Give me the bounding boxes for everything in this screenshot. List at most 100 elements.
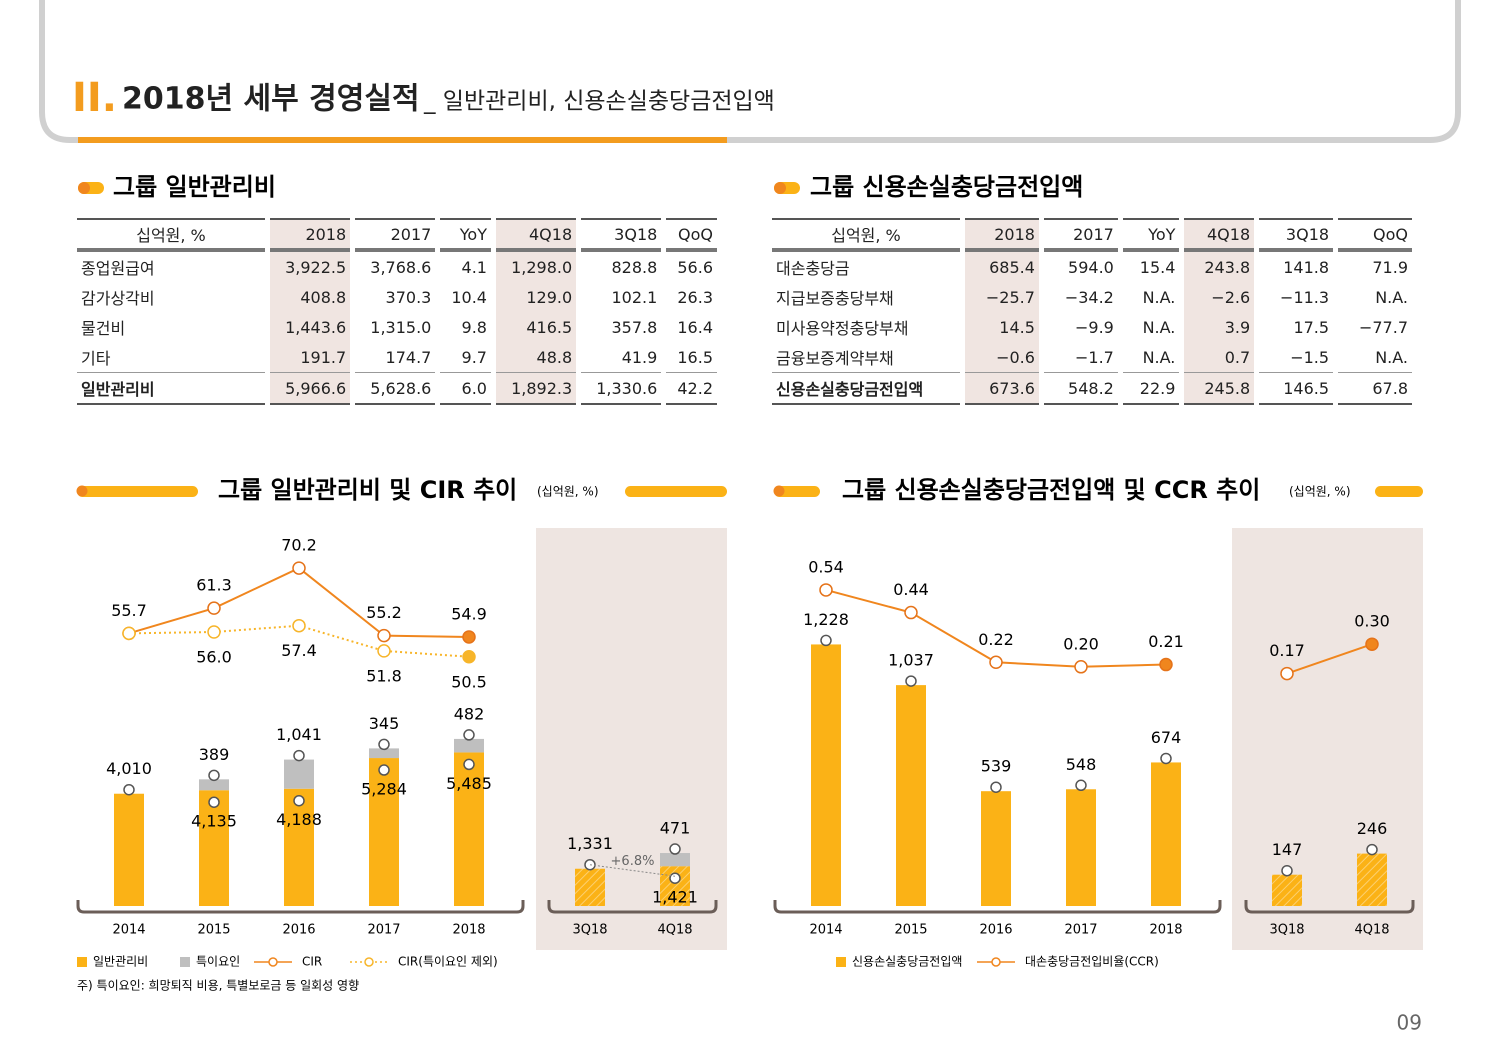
point <box>669 872 681 884</box>
cell: 548.2 <box>1043 372 1118 405</box>
x-tick-label: 2014 <box>112 923 145 938</box>
point <box>207 601 221 615</box>
data-label: 50.5 <box>451 672 487 691</box>
cell: 1,443.6 <box>270 312 351 342</box>
cell: 대손충당금 <box>776 259 850 278</box>
quarter-panel <box>536 528 727 950</box>
point <box>1366 843 1378 856</box>
bullet <box>76 485 88 497</box>
cell: 5,628.6 <box>355 372 436 405</box>
data-label: 548 <box>1066 755 1097 774</box>
chart-title: 그룹 일반관리비 및 CIR 추이 <box>218 476 517 504</box>
cell: 3,922.5 <box>270 252 351 282</box>
cell: 물건비 <box>81 319 126 338</box>
cell: N.A. <box>1375 347 1408 367</box>
x-tick-label: 3Q18 <box>572 923 607 938</box>
x-tick-label: 2016 <box>282 923 315 938</box>
chart-title: 그룹 신용손실충당금전입액 및 CCR 추이 <box>842 476 1260 504</box>
column-header: 3Q18 <box>581 218 662 252</box>
cell: 일반관리비 <box>77 372 265 405</box>
x-tick-label: 2018 <box>1149 923 1182 938</box>
cell: 416.5 <box>495 312 577 342</box>
row: 미사용약정충당부채 14.5 −9.9 N.A. 3.9 17.5 −77.7 <box>772 312 1412 342</box>
bar <box>369 758 399 906</box>
bar <box>896 685 926 906</box>
cell: 174.7 <box>385 347 432 367</box>
point <box>377 628 391 643</box>
point <box>1280 666 1294 681</box>
header-row: 십억원, % 2018 2017 YoY 4Q18 3Q18 QoQ <box>772 218 1412 252</box>
bar <box>660 853 690 867</box>
cell: 191.7 <box>270 342 351 372</box>
point <box>989 655 1003 670</box>
column-header: 4Q18 <box>495 218 577 252</box>
header-accent <box>78 137 727 143</box>
x-tick-label: 2015 <box>197 923 230 938</box>
quarter-panel <box>1232 528 1423 950</box>
cell: 56.6 <box>677 257 713 277</box>
cell: 신용손실충당금전입액 <box>772 372 960 405</box>
data-label: 0.17 <box>1269 641 1305 660</box>
data-label: 55.7 <box>111 601 147 620</box>
bar <box>575 868 605 906</box>
data-label: 56.0 <box>196 648 232 667</box>
cell: N.A. <box>1375 287 1408 307</box>
column-header: 3Q18 <box>1259 218 1334 252</box>
data-label: 5,284 <box>361 780 407 799</box>
point <box>1160 752 1172 765</box>
bar <box>369 748 399 759</box>
bar <box>1151 762 1181 906</box>
x-tick-label: 2017 <box>1064 923 1097 938</box>
cell: 594.0 <box>1068 257 1114 277</box>
cell: 기타 <box>81 349 111 368</box>
header-subtitle: _ 일반관리비, 신용손실충당금전입액 <box>423 89 775 115</box>
cell: 129.0 <box>495 282 577 312</box>
cell: 3,768.6 <box>370 257 432 277</box>
data-label: 147 <box>1272 840 1303 859</box>
section-title: 그룹 일반관리비 <box>113 173 276 201</box>
point <box>819 583 833 597</box>
data-label: 1,421 <box>652 888 698 907</box>
row: 지급보증충당부채 −25.7 −34.2 N.A. −2.6 −11.3 N.A. <box>772 282 1412 312</box>
cell: −1.7 <box>1074 347 1114 367</box>
data-label: 70.2 <box>281 536 317 555</box>
point <box>1075 779 1087 792</box>
point <box>463 729 475 741</box>
cell: 16.4 <box>677 317 713 337</box>
cell: −9.9 <box>1074 317 1114 337</box>
data-label: 1,037 <box>888 651 934 670</box>
legend-swatch <box>836 957 846 967</box>
legend-label: CIR(특이요인 제외) <box>398 955 498 969</box>
data-label: 0.54 <box>808 557 844 576</box>
cell: 71.9 <box>1372 257 1408 277</box>
column-header: YoY <box>440 218 491 252</box>
column-header: 2017 <box>1043 218 1118 252</box>
header-mark: II. <box>72 75 117 121</box>
cell: 370.3 <box>385 287 432 307</box>
point <box>122 626 136 641</box>
column-header: 2018 <box>965 218 1039 252</box>
cell: 357.8 <box>611 317 658 337</box>
data-label: 0.30 <box>1354 612 1390 631</box>
bar <box>284 788 314 906</box>
data-label: 57.4 <box>281 641 317 660</box>
cell: 41.9 <box>621 347 658 367</box>
cell: 1,298.0 <box>495 252 577 282</box>
page-number: 09 <box>1397 1011 1422 1035</box>
cell: 102.1 <box>611 287 658 307</box>
cell: 0.7 <box>1184 342 1255 372</box>
data-label: 4,010 <box>106 759 152 778</box>
cell: 42.2 <box>666 372 717 405</box>
cell: 4.1 <box>461 257 487 277</box>
header-row: 십억원, % 2018 2017 YoY 4Q18 3Q18 QoQ <box>77 218 717 252</box>
cell: −25.7 <box>965 282 1039 312</box>
point <box>292 561 306 575</box>
cell: 5,966.6 <box>270 372 351 405</box>
data-label: 389 <box>199 745 230 764</box>
bar <box>1357 853 1387 906</box>
column-header: 2018 <box>270 218 351 252</box>
cell: 17.5 <box>1293 317 1330 337</box>
legend-label: 대손충당금전입비율(CCR) <box>1025 955 1159 969</box>
legend-point <box>991 957 1001 967</box>
cell: 141.8 <box>1283 257 1330 277</box>
